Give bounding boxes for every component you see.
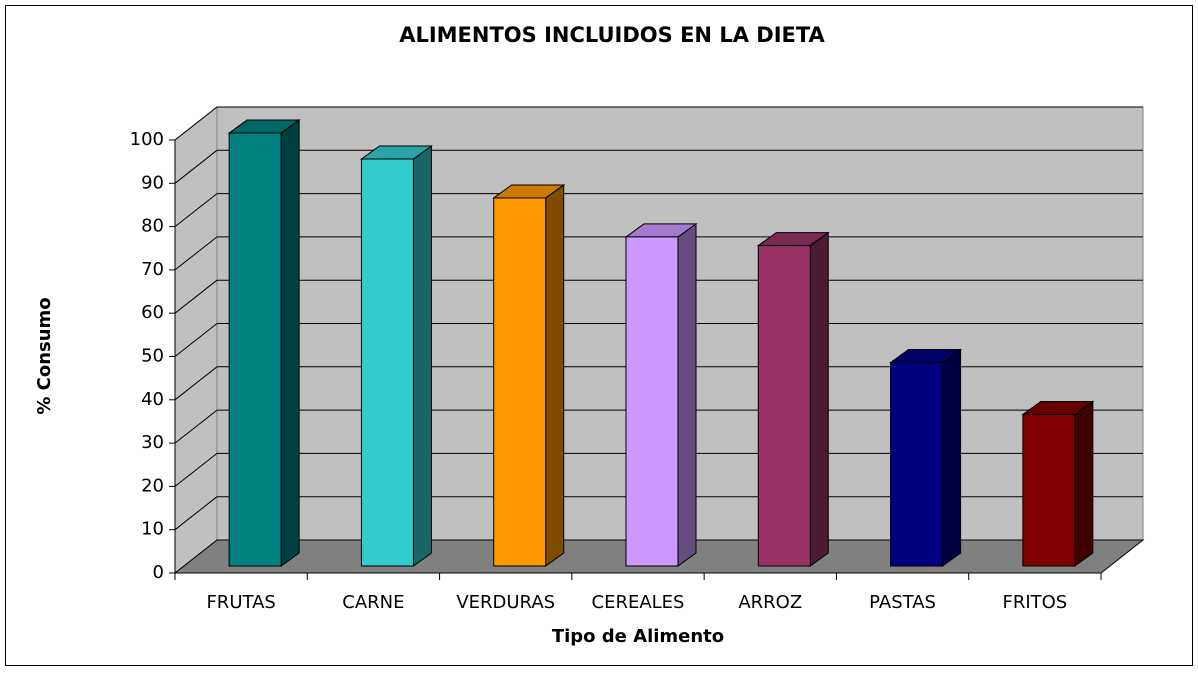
grid-line	[174, 323, 218, 357]
bar-front	[228, 132, 282, 567]
y-axis-label: % Consumo	[34, 297, 55, 414]
grid-line	[174, 496, 218, 531]
grid-line	[174, 453, 218, 487]
bar	[492, 183, 566, 567]
bar-side	[412, 145, 432, 567]
bar	[359, 145, 433, 567]
x-tick-label: ARROZ	[738, 592, 802, 613]
bar-side	[677, 222, 697, 567]
bar-side	[1074, 400, 1094, 567]
x-tick-label: VERDURAS	[456, 592, 555, 613]
chart-title: ALIMENTOS INCLUIDOS EN LA DIETA	[399, 23, 825, 47]
grid-line	[174, 149, 218, 184]
bar	[227, 119, 301, 567]
bar-side	[280, 119, 300, 567]
x-tick-label: PASTAS	[869, 592, 936, 613]
y-tick-label: 100	[130, 129, 164, 150]
bar-front	[360, 158, 414, 567]
grid-line	[174, 409, 218, 444]
y-tick-label: 80	[141, 216, 164, 237]
x-tick-label: CARNE	[342, 592, 404, 613]
bar-side	[545, 183, 565, 567]
x-tick-label: FRUTAS	[206, 592, 275, 613]
bar-side	[809, 231, 829, 567]
grid-line	[174, 366, 218, 401]
x-tick-label: FRITOS	[1002, 592, 1067, 613]
bar-front	[757, 245, 811, 567]
y-tick-label: 20	[141, 475, 164, 496]
bar-front	[890, 361, 944, 567]
bar	[756, 231, 830, 567]
grid-line	[174, 193, 218, 227]
bar	[624, 222, 698, 567]
bar-front	[1022, 413, 1076, 567]
grid-line	[174, 279, 218, 314]
y-tick-label: 70	[141, 259, 164, 280]
grid-line	[174, 236, 218, 271]
bar	[1021, 400, 1095, 567]
y-tick-label: 0	[153, 562, 164, 583]
grid-line	[174, 106, 218, 141]
x-tick-label: CEREALES	[592, 592, 685, 613]
y-tick-label: 30	[141, 432, 164, 453]
bar-front	[625, 236, 679, 567]
x-axis-label: Tipo de Alimento	[552, 626, 724, 647]
y-tick-label: 50	[141, 346, 164, 367]
bar-side	[942, 348, 962, 567]
y-tick-label: 90	[141, 172, 164, 193]
y-tick-label: 40	[141, 389, 164, 410]
y-tick-label: 10	[141, 519, 164, 540]
y-tick-label: 60	[141, 302, 164, 323]
bar	[889, 348, 963, 567]
bar-front	[493, 197, 547, 567]
